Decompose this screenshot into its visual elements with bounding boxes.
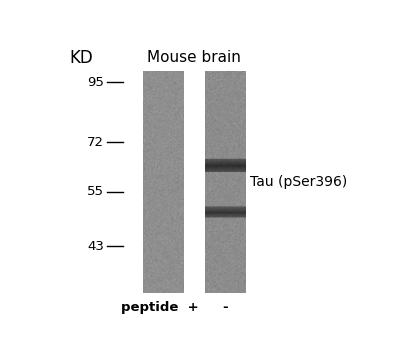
Text: 95: 95 [87, 76, 104, 89]
Text: peptide  +: peptide + [121, 301, 199, 314]
Text: 72: 72 [87, 136, 104, 149]
Text: Tau (pSer396): Tau (pSer396) [250, 175, 347, 189]
Text: KD: KD [69, 49, 93, 67]
Text: -: - [222, 301, 228, 314]
Text: 43: 43 [87, 240, 104, 253]
Text: 55: 55 [87, 185, 104, 198]
Text: Mouse brain: Mouse brain [147, 50, 241, 65]
